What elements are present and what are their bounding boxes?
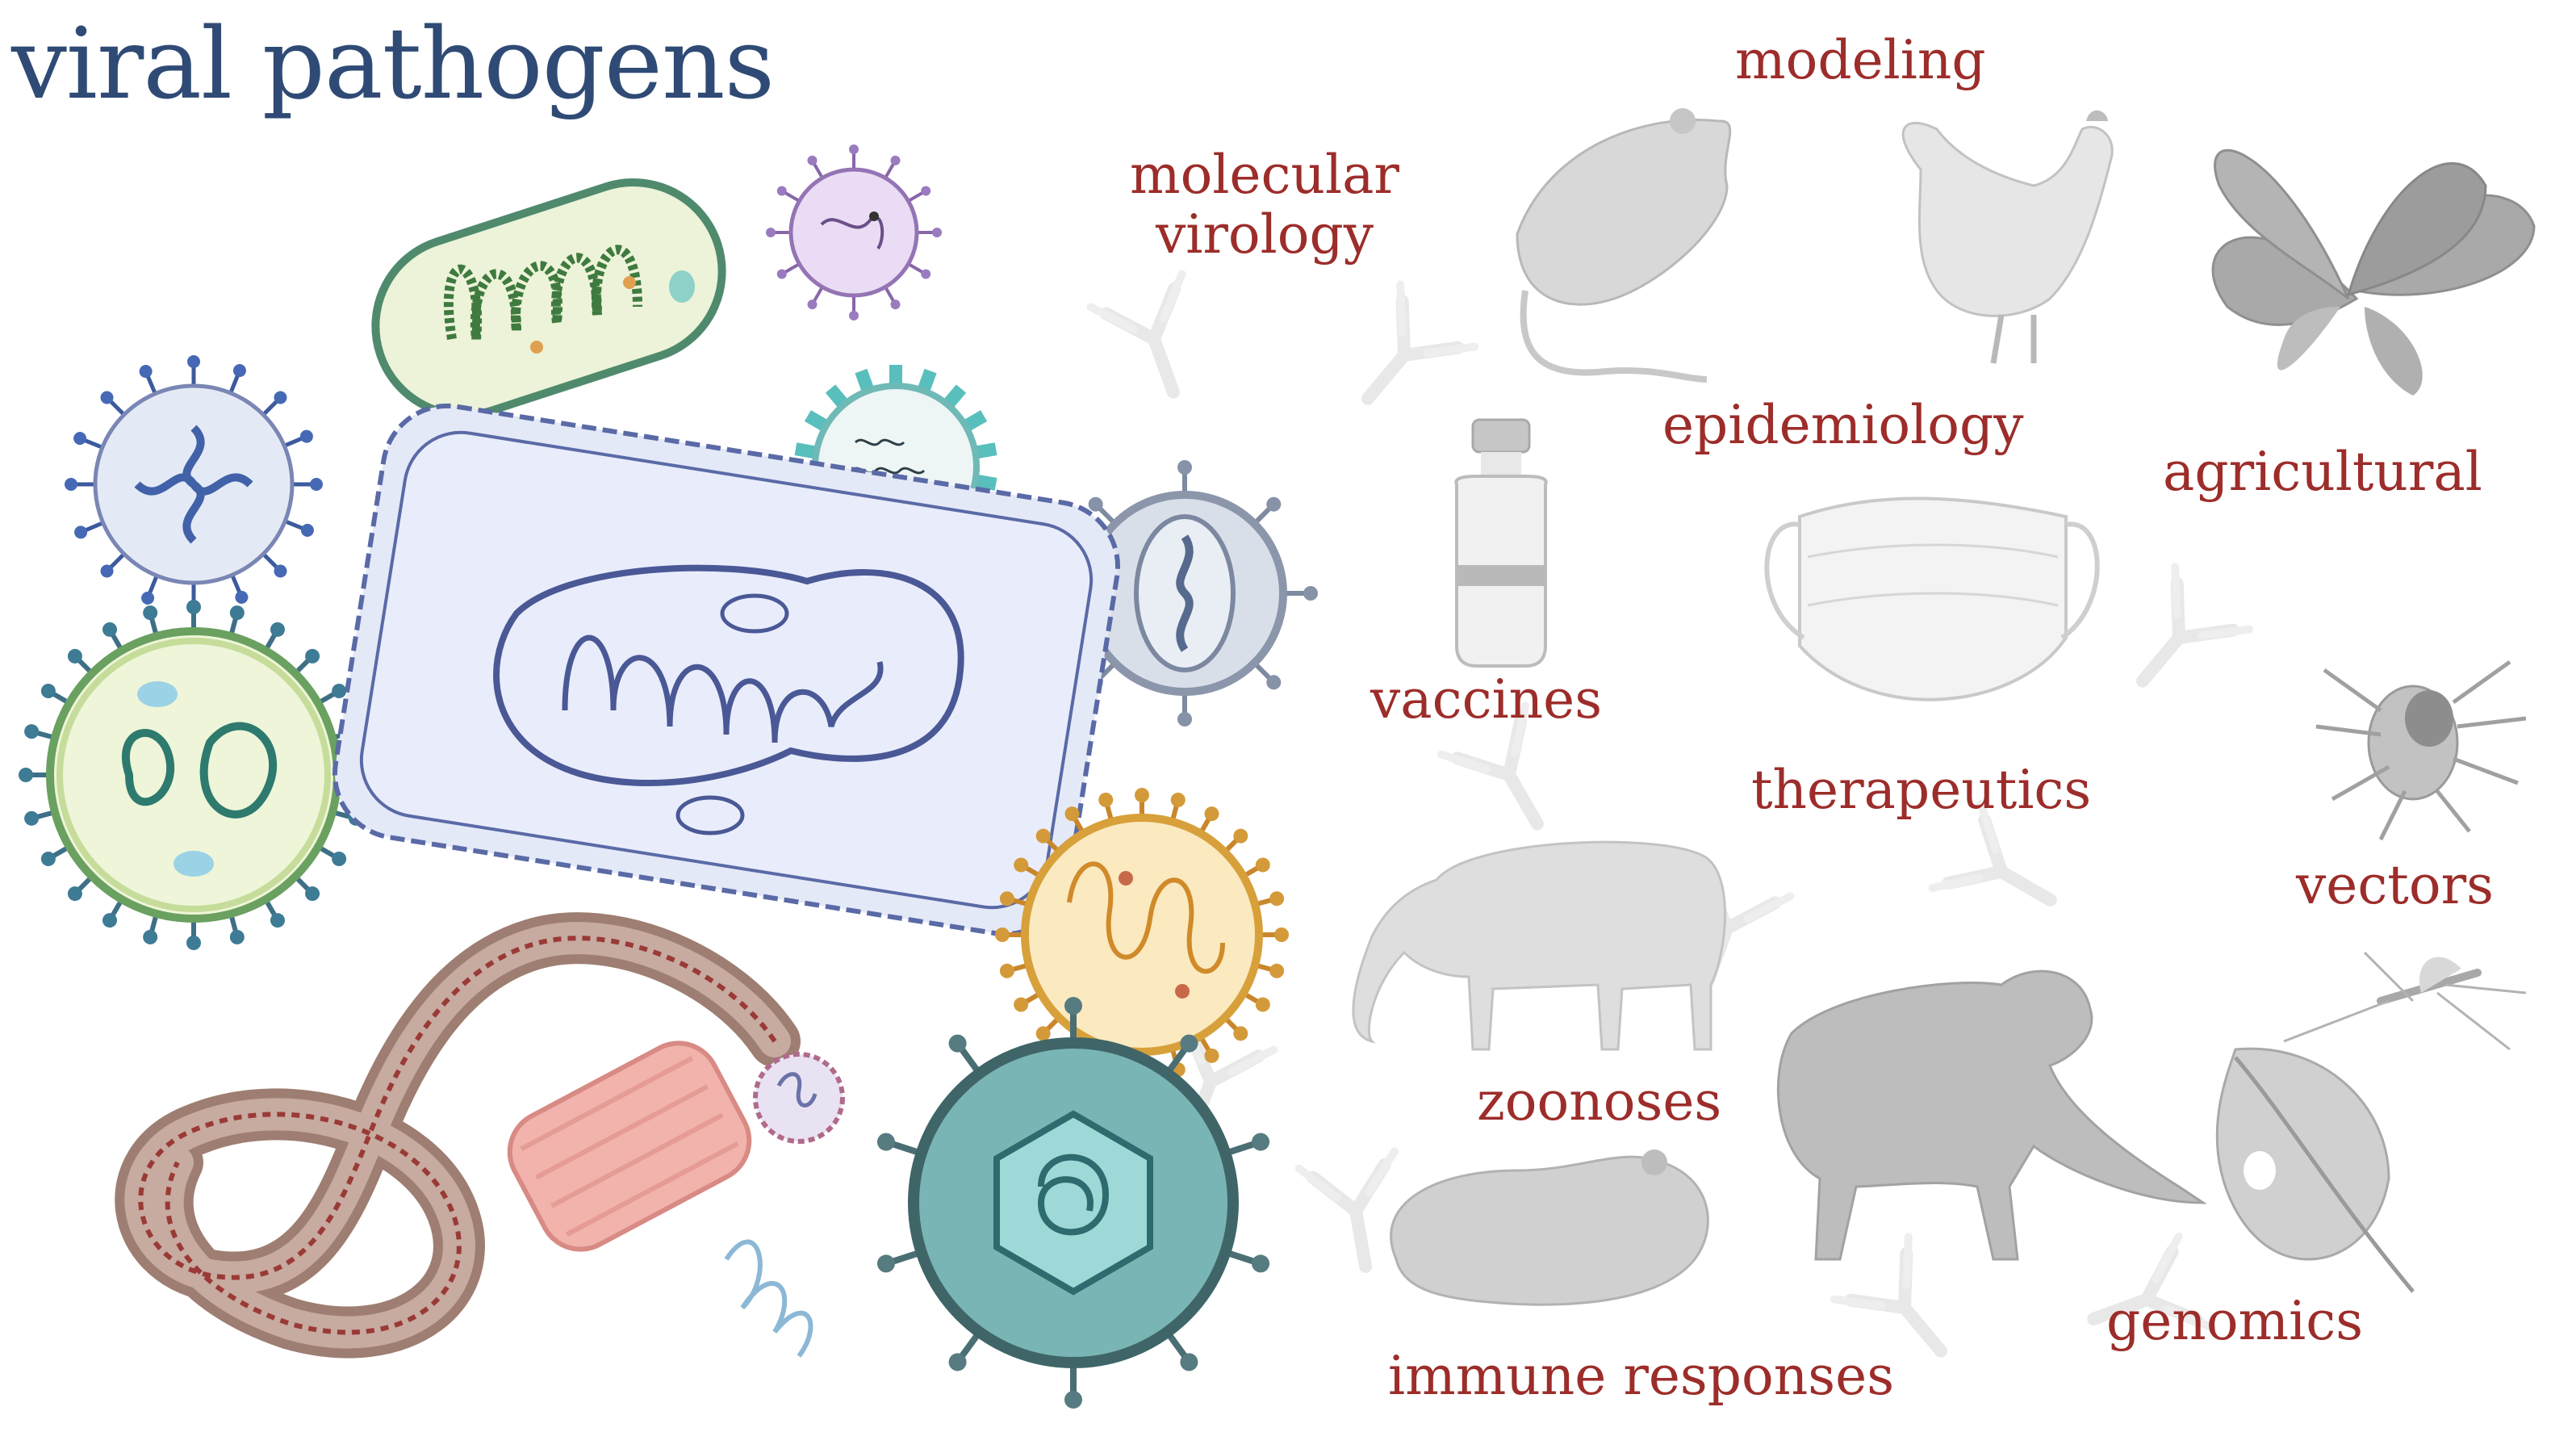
face-mask-icon xyxy=(1764,496,2100,701)
label-molecular-virology-line2: virology xyxy=(1155,203,1374,266)
virus-icon xyxy=(753,1052,845,1144)
label-vectors: vectors xyxy=(2296,854,2494,916)
bacterium-icon xyxy=(332,403,1121,937)
cow-icon xyxy=(1352,840,1726,1051)
rat-icon xyxy=(1516,108,1732,383)
chicken-icon xyxy=(1901,110,2114,364)
virus-icon xyxy=(995,788,1289,1082)
hamster-icon xyxy=(1390,1149,1709,1306)
label-molecular-virology: molecular virology xyxy=(1130,145,1399,265)
label-modeling: modeling xyxy=(1735,29,1986,91)
label-therapeutics: therapeutics xyxy=(1751,759,2092,821)
mosquito-icon xyxy=(2283,951,2527,1051)
leaf-icon xyxy=(2215,1047,2415,1293)
label-agricultural: agricultural xyxy=(2163,441,2482,503)
filovirus-icon xyxy=(115,912,801,1359)
virus-icon xyxy=(19,600,369,950)
label-immune-responses: immune responses xyxy=(1388,1345,1895,1407)
virus-icon xyxy=(1052,460,1318,726)
label-genomics: genomics xyxy=(2106,1290,2364,1352)
virus-icon xyxy=(875,997,1272,1409)
virus-icon xyxy=(65,355,323,613)
tick-icon xyxy=(2315,660,2527,841)
vaccine-vial-icon xyxy=(1454,418,1548,668)
plant-icon xyxy=(2211,149,2536,396)
tobacco-mosaic-virus-icon xyxy=(507,1041,813,1358)
label-molecular-virology-line1: molecular xyxy=(1130,144,1399,206)
label-zoonoses: zoonoses xyxy=(1477,1070,1722,1133)
virus-icon xyxy=(371,178,726,419)
label-epidemiology: epidemiology xyxy=(1662,394,2024,456)
monkey-icon xyxy=(1777,969,2207,1261)
page-title: viral pathogens xyxy=(11,6,775,121)
virus-icon xyxy=(764,143,943,322)
label-vaccines: vaccines xyxy=(1370,668,1603,731)
